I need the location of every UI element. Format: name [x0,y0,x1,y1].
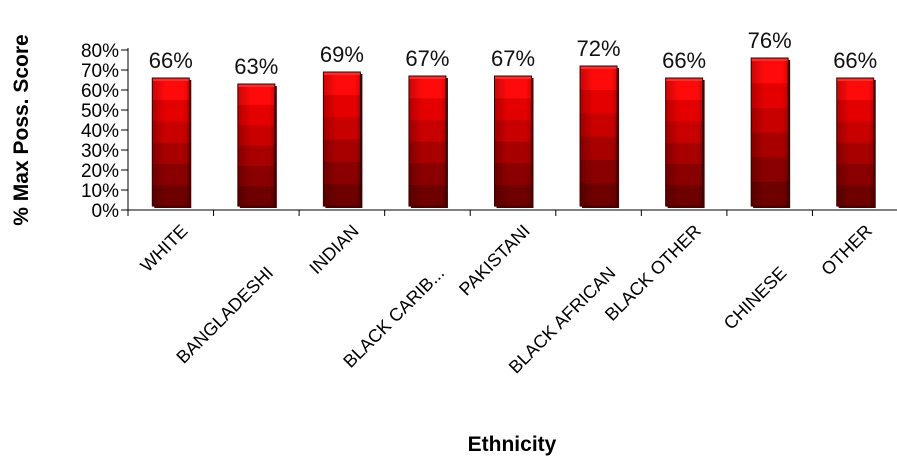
bar [837,78,876,208]
bar [238,84,277,208]
data-label: 67% [491,46,535,71]
category-label: OTHER [817,221,876,280]
data-label: 72% [577,36,621,61]
bar [152,78,191,208]
category-label: CHINESE [720,263,791,334]
category-label: BLACK CARIB... [339,263,448,372]
y-tick-label: 40% [81,121,119,142]
category-label: INDIAN [305,221,362,278]
y-tick-label: 20% [81,161,119,182]
y-tick-label: 30% [81,141,119,162]
data-label: 69% [320,42,364,67]
data-label: 66% [833,48,877,73]
bars [152,58,875,208]
category-label: BANGLADESHI [172,263,277,368]
x-axis-ticks [128,210,897,216]
bar-sheen [495,76,532,206]
bar-sheen [580,66,617,206]
category-label: PAKISTANI [455,221,534,300]
data-label: 67% [405,46,449,71]
bar [323,72,362,208]
y-axis-title: % Max Poss. Score [10,34,33,225]
data-label: 66% [662,48,706,73]
bar [751,58,790,208]
x-axis-title: Ethnicity [468,433,557,456]
bar-sheen [152,78,189,206]
category-label: BLACK OTHER [601,221,705,325]
y-tick-label: 80% [81,41,119,62]
bar [495,76,534,208]
y-tick-label: 60% [81,81,119,102]
data-label: 63% [234,54,278,79]
bar [409,76,448,208]
y-tick-label: 70% [81,61,119,82]
y-axis-ticks: 0%10%20%30%40%50%60%70%80% [81,41,128,222]
category-label: BLACK AFRICAN [505,263,620,378]
bar [666,78,705,208]
bar [580,66,619,208]
y-tick-label: 0% [92,201,120,222]
data-label: 76% [748,28,792,53]
bar-sheen [666,78,703,206]
y-tick-label: 10% [81,181,119,202]
bar-sheen [238,84,275,206]
y-tick-label: 50% [81,101,119,122]
data-label: 66% [149,48,193,73]
bar-sheen [409,76,446,206]
bar-sheen [751,58,788,206]
bar-sheen [837,78,874,206]
bar-sheen [323,72,360,206]
category-label: WHITE [136,221,191,276]
